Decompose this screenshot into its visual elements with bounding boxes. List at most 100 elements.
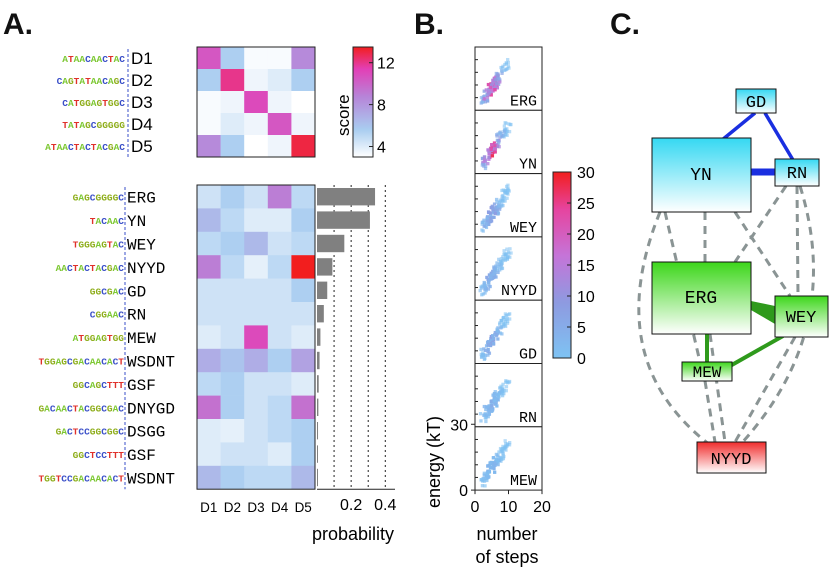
energy-cell xyxy=(493,144,497,148)
energy-cell xyxy=(496,79,500,83)
energy-cell xyxy=(503,312,508,316)
motif-cell xyxy=(197,419,221,443)
energy-cell xyxy=(508,312,512,316)
design-cell xyxy=(267,91,292,114)
design-cell xyxy=(197,47,221,70)
node-mew-label: MEW xyxy=(693,364,722,382)
score-label: score xyxy=(334,94,353,136)
energy-cell xyxy=(487,155,491,160)
energy-cell xyxy=(498,80,502,84)
energy-cell xyxy=(497,257,501,262)
design-cell xyxy=(244,113,269,136)
energy-panel xyxy=(474,299,543,365)
energy-panel-label: NYYD xyxy=(501,283,537,300)
energy-cell xyxy=(482,89,486,93)
node-rn xyxy=(774,158,820,187)
edge-erg-nyyd xyxy=(708,333,727,443)
energy-cell xyxy=(496,270,500,275)
energy-cell xyxy=(486,412,490,417)
energy-cell xyxy=(495,134,499,138)
energy-cell xyxy=(496,455,500,459)
energy-cell xyxy=(497,450,501,454)
energy-cell xyxy=(491,341,496,346)
prob-axis-label: probability xyxy=(312,524,394,544)
energy-cell xyxy=(488,216,492,221)
energy-cell xyxy=(497,207,502,211)
steps-axis-label-2: of steps xyxy=(475,547,538,567)
node-nyyd xyxy=(696,441,767,474)
motif-sequence: TGGAGCGACAACACT xyxy=(38,357,124,368)
energy-cell xyxy=(492,336,496,341)
energy-cell xyxy=(488,211,493,215)
energy-panel-label: GD xyxy=(519,347,537,364)
energy-cell xyxy=(492,202,497,206)
motif-cell xyxy=(291,325,316,350)
design-cell xyxy=(291,47,316,70)
motif-cell xyxy=(267,465,292,490)
node-gd-label: GD xyxy=(746,94,766,113)
energy-cell xyxy=(487,470,492,474)
energy-cell xyxy=(482,404,486,409)
energy-cell xyxy=(509,122,513,127)
node-yn xyxy=(651,137,752,213)
motif-cell xyxy=(291,442,316,467)
energy-cell xyxy=(485,215,490,219)
energy-cell xyxy=(497,262,502,266)
energy-cell xyxy=(503,321,507,326)
energy-cell xyxy=(490,154,495,158)
design-cell xyxy=(220,47,245,70)
motif-cell xyxy=(197,442,221,467)
prob-bar xyxy=(317,375,319,393)
steps-colorbar-tick-label: 5 xyxy=(577,320,586,337)
node-yn-label: YN xyxy=(690,166,712,186)
energy-cell xyxy=(485,405,489,409)
motif-frame xyxy=(196,184,316,490)
score-tick-label: 4 xyxy=(377,140,386,157)
energy-cell xyxy=(494,78,498,83)
motif-cell xyxy=(267,302,292,326)
energy-cell xyxy=(494,206,498,210)
energy-cell xyxy=(494,197,499,202)
energy-tick-label: 0 xyxy=(459,483,468,500)
motif-cell xyxy=(291,231,316,256)
energy-cell xyxy=(502,249,506,253)
energy-cell xyxy=(493,332,497,337)
design-cell xyxy=(291,91,316,114)
energy-cell xyxy=(490,408,495,412)
motif-sequence: GACAACTACGGCGAC xyxy=(38,403,124,414)
motif-sequence: GAGCGGGGC xyxy=(73,193,125,204)
energy-cell xyxy=(493,390,497,394)
energy-cell xyxy=(493,211,497,216)
steps-axis-label: number xyxy=(476,524,537,544)
energy-cell xyxy=(487,351,492,355)
energy-cell xyxy=(492,80,496,84)
energy-cell xyxy=(492,270,497,274)
energy-cell xyxy=(486,349,490,354)
motif-row-label: WSDNT xyxy=(127,354,175,372)
energy-cell xyxy=(498,321,502,325)
design-row-label: D3 xyxy=(131,93,153,112)
energy-cell xyxy=(486,82,491,87)
energy-cell xyxy=(495,138,500,142)
energy-cell xyxy=(507,251,511,255)
energy-cell xyxy=(502,454,506,459)
edge-gd-yn xyxy=(720,111,757,142)
energy-cell xyxy=(504,61,508,65)
energy-cell xyxy=(483,291,487,295)
motif-sequence: ATGGAGTGG xyxy=(73,333,125,344)
motif-sequence: AACTACTACGAC xyxy=(56,263,125,274)
energy-cell xyxy=(486,210,491,214)
motif-row-label: ERG xyxy=(127,190,156,208)
energy-cell xyxy=(505,196,509,200)
energy-cell xyxy=(486,347,490,352)
motif-row-label: DSGG xyxy=(127,424,165,442)
steps-colorbar: 0 5 10 15 20 25 30 xyxy=(552,165,595,368)
energy-cell xyxy=(480,100,484,104)
motif-cell xyxy=(220,278,245,303)
energy-cell xyxy=(484,88,488,92)
energy-cell xyxy=(508,441,512,445)
design-cell xyxy=(220,91,245,114)
energy-cell xyxy=(486,353,490,357)
energy-cell xyxy=(506,57,510,62)
